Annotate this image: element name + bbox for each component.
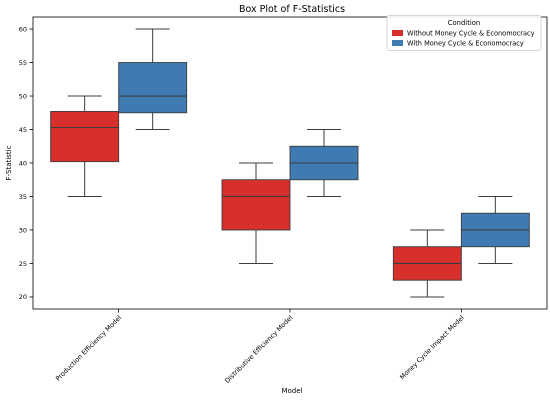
box-body	[50, 110, 120, 163]
y-tick-label: 35	[19, 193, 27, 201]
y-tick-label: 20	[19, 293, 27, 301]
y-tick-label: 40	[19, 159, 27, 167]
y-tick-label: 45	[19, 126, 27, 134]
y-tick-label: 30	[19, 226, 27, 234]
legend: Condition Without Money Cycle & Economoc…	[386, 15, 542, 51]
y-tick-label: 25	[19, 260, 27, 268]
legend-frame	[386, 15, 542, 51]
x-tick-label: Production Efficiency Model	[54, 314, 123, 383]
legend-swatch-without	[392, 30, 403, 36]
box-body	[118, 62, 188, 114]
plot-area: 20 25 30 35 40 45 50 55 60 Production Efficiency …	[19, 16, 548, 385]
x-tick-label: Money Cycle Impact Model	[398, 314, 466, 382]
y-tick-label: 55	[19, 59, 27, 67]
chart-title: Box Plot of F-Statistics	[239, 4, 345, 15]
legend-title: Condition	[448, 19, 480, 27]
legend-swatch-with	[392, 40, 403, 46]
y-tick-label: 60	[19, 25, 27, 33]
legend-label-with: With Money Cycle & Economocracy	[407, 40, 524, 48]
y-axis-label: F-Statistic	[5, 145, 13, 180]
box-body	[221, 179, 291, 231]
x-tick-label: Distributive Efficiency Model	[223, 314, 294, 385]
x-axis-label: Model	[281, 387, 302, 395]
legend-label-without: Without Money Cycle & Economocracy	[407, 30, 535, 38]
y-tick-label: 50	[19, 92, 27, 100]
